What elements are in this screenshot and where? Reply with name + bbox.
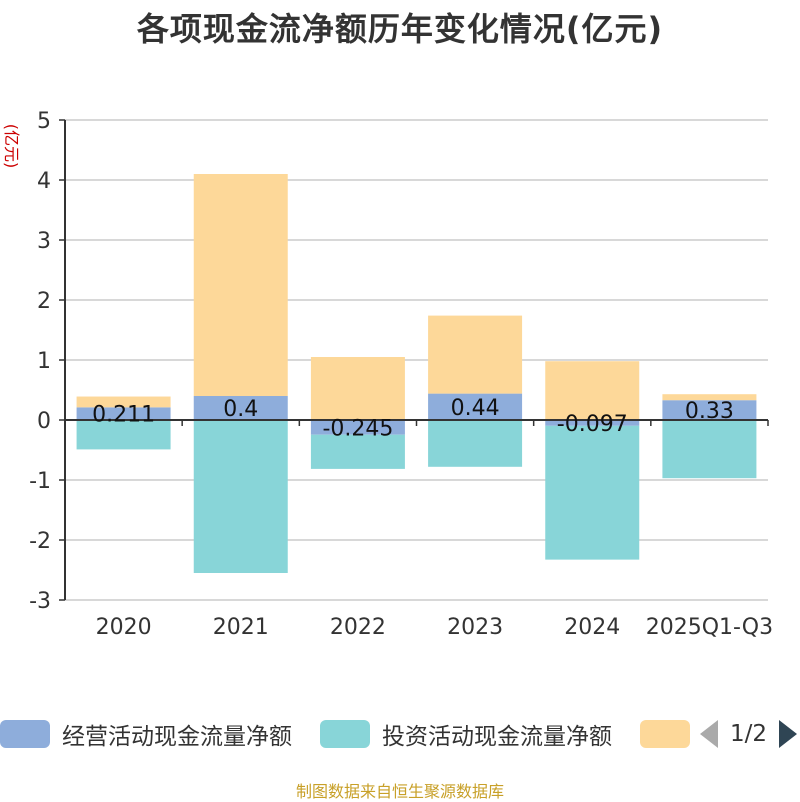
y-tick-label: 2 [37,289,51,314]
bar-series2-2023 [428,315,523,394]
legend-item-financing[interactable] [640,716,702,752]
data-label: 0.44 [451,396,500,421]
y-tick-label: 1 [37,349,51,374]
bar-series1-2024 [545,425,640,560]
bar-series1-2021 [193,420,288,573]
axes: -3 -2 -1 0 1 2 3 4 5 2020 2021 2022 2023 2024 2025Q1-Q… [29,109,773,640]
bar-series0-2022 [310,420,405,435]
chart-title: 各项现金流净额历年变化情况(亿元) [136,10,664,48]
bar-series2-2024 [545,361,640,420]
bar-series2-2021 [193,174,288,396]
bar-series0-2023 [428,393,523,420]
legend-pager: 1/2 [700,716,798,752]
legend-page-indicator: 1/2 [730,721,768,747]
x-tick-label: 2024 [564,615,620,640]
bar-series1-2023 [428,420,523,467]
legend-item-investing[interactable]: 投资活动现金流量净额 [320,716,612,752]
legend-label-operating: 经营活动现金流量净额 [62,724,292,750]
legend-label-investing: 投资活动现金流量净额 [382,724,612,750]
data-label: 0.33 [685,399,734,424]
bars [76,174,757,573]
source-note: 制图数据来自恒生聚源数据库 [295,782,504,801]
x-tick-label: 2023 [447,615,503,640]
legend-item-operating[interactable]: 经营活动现金流量净额 [0,716,292,752]
y-tick-label: -3 [29,589,51,614]
bar-series1-2025Q1-Q3 [662,420,757,479]
y-axis-title: (亿元) [2,124,21,169]
bar-series1-2022 [310,434,405,469]
x-tick-label: 2025Q1-Q3 [646,615,773,640]
data-label: 0.4 [223,397,258,422]
bar-series0-2021 [193,396,288,420]
y-tick-label: -1 [29,469,51,494]
bar-series2-2025Q1-Q3 [662,394,757,401]
bar-series2-2020 [76,396,171,408]
bar-series1-2020 [76,420,171,450]
data-label: -0.097 [557,412,628,437]
x-tick-label: 2020 [96,615,152,640]
bar-series2-2022 [310,357,405,420]
legend: 经营活动现金流量净额 投资活动现金流量净额 1/2 [0,716,800,752]
legend-swatch-operating [0,720,50,748]
bar-series0-2020 [76,407,171,420]
legend-swatch-financing [640,720,690,748]
bar-series0-2024 [545,420,640,426]
legend-swatch-investing [320,720,370,748]
chevron-left-icon[interactable] [700,720,718,748]
bar-labels: 0.211 0.4 -0.245 0.44 -0.097 0.33 [92,396,734,442]
gridlines [65,119,768,601]
bar-series0-2025Q1-Q3 [662,400,757,420]
y-tick-label: 5 [37,109,51,134]
data-label: 0.211 [92,403,155,428]
y-tick-label: 4 [37,169,51,194]
x-tick-label: 2022 [330,615,386,640]
y-tick-label: -2 [29,529,51,554]
data-label: -0.245 [322,416,393,441]
y-tick-label: 3 [37,229,51,254]
chevron-right-icon[interactable] [779,720,798,748]
y-tick-label: 0 [37,409,51,434]
x-tick-label: 2021 [213,615,269,640]
